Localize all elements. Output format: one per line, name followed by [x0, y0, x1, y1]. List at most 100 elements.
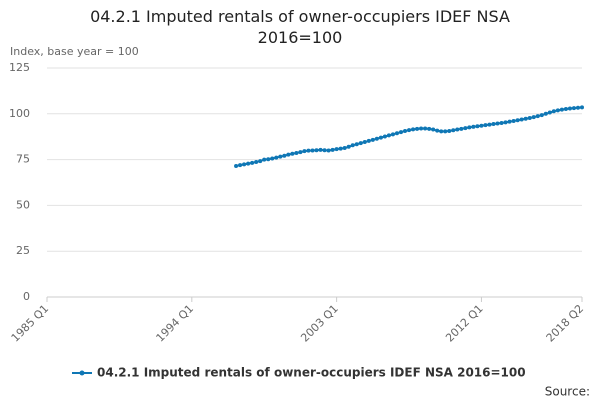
point: [290, 151, 295, 156]
y-tick-label: 125: [9, 61, 30, 74]
x-tick-label: 1985 Q1: [9, 302, 52, 345]
point: [278, 154, 283, 159]
point: [358, 141, 363, 146]
point: [407, 128, 412, 133]
point: [459, 126, 464, 131]
point: [423, 126, 428, 131]
point: [326, 148, 331, 153]
point: [471, 124, 476, 129]
point: [238, 163, 243, 168]
point: [286, 152, 291, 157]
y-axis-label: Index, base year = 100: [10, 45, 139, 58]
point: [419, 126, 424, 131]
point: [580, 105, 584, 110]
point: [515, 118, 520, 123]
point: [334, 147, 339, 152]
point: [346, 144, 351, 149]
point: [499, 120, 504, 125]
y-tick-label: 75: [16, 153, 30, 166]
point: [250, 160, 255, 165]
point: [443, 129, 448, 134]
point: [487, 122, 492, 127]
point: [567, 106, 572, 111]
point: [350, 143, 355, 148]
y-tick-label: 100: [9, 107, 30, 120]
point: [431, 127, 436, 132]
point: [390, 132, 395, 137]
point: [378, 135, 383, 140]
y-tick-label: 0: [23, 290, 30, 303]
point: [539, 113, 544, 118]
point: [555, 108, 560, 113]
point: [451, 128, 456, 133]
point: [242, 162, 247, 167]
point: [463, 126, 468, 131]
point: [455, 127, 460, 132]
point: [435, 128, 440, 133]
point: [366, 138, 371, 143]
point: [274, 155, 279, 160]
point: [338, 146, 343, 151]
point: [403, 129, 408, 134]
point: [234, 164, 239, 169]
point: [298, 150, 303, 155]
point: [322, 148, 327, 153]
point: [507, 119, 512, 124]
point: [447, 129, 452, 134]
point: [439, 129, 444, 134]
point: [282, 153, 287, 158]
point: [382, 134, 387, 139]
point: [511, 118, 516, 123]
point: [411, 127, 416, 132]
legend-label: 04.2.1 Imputed rentals of owner-occupier…: [97, 366, 526, 380]
point: [543, 111, 548, 116]
source: Source:: [545, 385, 590, 399]
point: [535, 114, 540, 119]
point: [571, 106, 576, 111]
legend-marker: [79, 370, 85, 376]
point: [362, 140, 367, 145]
x-tick-label: 2018 Q2: [544, 302, 587, 345]
point: [527, 116, 532, 121]
point: [547, 110, 552, 115]
point: [342, 146, 347, 151]
point: [551, 109, 556, 114]
point: [330, 147, 335, 152]
point: [254, 159, 259, 164]
point: [302, 149, 307, 154]
point: [246, 161, 251, 166]
point: [266, 157, 271, 162]
point: [519, 117, 524, 122]
point: [467, 125, 472, 130]
y-tick-label: 25: [16, 244, 30, 257]
point: [262, 157, 267, 162]
point: [294, 151, 299, 156]
point: [479, 123, 484, 128]
point: [374, 136, 379, 141]
chart-title: 04.2.1 Imputed rentals of owner-occupier…: [90, 7, 510, 47]
point: [270, 156, 275, 161]
point: [354, 142, 359, 147]
point: [394, 131, 399, 136]
point: [503, 120, 508, 125]
y-tick-label: 50: [16, 198, 30, 211]
point: [559, 107, 564, 112]
point: [415, 126, 420, 131]
point: [475, 124, 480, 129]
point: [523, 116, 528, 121]
point: [495, 121, 500, 126]
point: [491, 122, 496, 127]
point: [398, 130, 403, 135]
point: [563, 107, 568, 112]
point: [575, 105, 580, 110]
point: [310, 148, 315, 153]
point: [370, 137, 375, 142]
point: [314, 148, 319, 153]
point: [318, 147, 323, 152]
point: [483, 123, 488, 128]
point: [531, 115, 536, 120]
point: [427, 126, 432, 131]
point: [306, 148, 311, 153]
x-tick-label: 1994 Q1: [154, 302, 197, 345]
